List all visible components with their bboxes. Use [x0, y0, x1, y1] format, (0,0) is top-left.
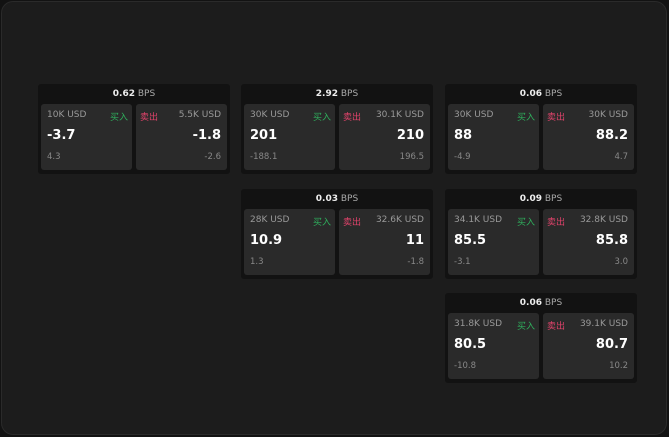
spread-unit: BPS — [340, 194, 359, 204]
bid-price: 80.5 — [454, 337, 487, 352]
sell-label: 卖出 — [547, 113, 566, 123]
bid-change: 4.3 — [47, 152, 61, 162]
quote-card: 0.06 BPS 31.8K USD 买入 80.5 -10.8 39.1K U… — [445, 293, 637, 383]
bid-change: -188.1 — [250, 152, 278, 162]
spread-value: 0.06 — [519, 298, 542, 308]
ask-change: 10.2 — [609, 361, 628, 371]
spread-header: 0.09 BPS — [445, 189, 637, 209]
ask-change: -1.8 — [407, 257, 424, 267]
ask-price: 85.8 — [595, 233, 628, 248]
ask-amount: 30K USD — [588, 110, 628, 120]
sell-label: 卖出 — [547, 322, 566, 332]
ask-change: 3.0 — [614, 257, 628, 267]
spread-value: 2.92 — [315, 89, 338, 99]
ask-change: -2.6 — [204, 152, 221, 162]
spread-value: 0.03 — [315, 194, 338, 204]
sell-label: 卖出 — [343, 113, 362, 123]
buy-label: 买入 — [516, 113, 535, 123]
bid-price: 201 — [250, 128, 278, 143]
ask-amount: 32.6K USD — [375, 215, 424, 225]
bid-amount: 28K USD — [250, 215, 290, 225]
ask-quote-button[interactable]: 32.6K USD 卖出 11 -1.8 — [339, 209, 430, 275]
spread-value: 0.09 — [519, 194, 542, 204]
bid-quote-button[interactable]: 10K USD 买入 -3.7 4.3 — [41, 104, 132, 170]
spread-value: 0.06 — [519, 89, 542, 99]
spread-header: 0.06 BPS — [445, 293, 637, 313]
ask-amount: 32.8K USD — [579, 215, 628, 225]
spread-header: 0.06 BPS — [445, 84, 637, 104]
spread-unit: BPS — [544, 89, 563, 99]
ask-quote-button[interactable]: 30K USD 卖出 88.2 4.7 — [543, 104, 634, 170]
sell-label: 卖出 — [140, 113, 159, 123]
spread-unit: BPS — [544, 298, 563, 308]
quote-card: 0.09 BPS 34.1K USD 买入 85.5 -3.1 32.8K US… — [445, 189, 637, 279]
buy-label: 买入 — [516, 218, 535, 228]
buy-label: 买入 — [516, 322, 535, 332]
buy-label: 买入 — [312, 113, 331, 123]
bid-amount: 30K USD — [250, 110, 290, 120]
bid-price: 10.9 — [250, 233, 283, 248]
spread-header: 0.03 BPS — [241, 189, 433, 209]
bid-quote-button[interactable]: 31.8K USD 买入 80.5 -10.8 — [448, 313, 539, 379]
bid-amount: 30K USD — [454, 110, 494, 120]
ask-quote-button[interactable]: 5.5K USD 卖出 -1.8 -2.6 — [136, 104, 227, 170]
spread-unit: BPS — [137, 89, 156, 99]
ask-quote-button[interactable]: 30.1K USD 卖出 210 196.5 — [339, 104, 430, 170]
ask-price: 88.2 — [595, 128, 628, 143]
bid-quote-button[interactable]: 30K USD 买入 201 -188.1 — [244, 104, 335, 170]
bid-amount: 31.8K USD — [454, 319, 503, 329]
spread-header: 2.92 BPS — [241, 84, 433, 104]
buy-label: 买入 — [312, 218, 331, 228]
ask-quote-button[interactable]: 32.8K USD 卖出 85.8 3.0 — [543, 209, 634, 275]
bid-change: -10.8 — [454, 361, 476, 371]
ask-price: -1.8 — [192, 128, 221, 143]
bid-quote-button[interactable]: 28K USD 买入 10.9 1.3 — [244, 209, 335, 275]
quote-card: 0.62 BPS 10K USD 买入 -3.7 4.3 5.5K USD 卖出… — [38, 84, 230, 174]
quote-card: 0.06 BPS 30K USD 买入 88 -4.9 30K USD 卖出 8… — [445, 84, 637, 174]
ask-price: 210 — [396, 128, 424, 143]
ask-change: 4.7 — [614, 152, 628, 162]
quote-card: 2.92 BPS 30K USD 买入 201 -188.1 30.1K USD… — [241, 84, 433, 174]
ask-price: 80.7 — [595, 337, 628, 352]
ask-price: 11 — [405, 233, 424, 248]
ask-amount: 30.1K USD — [375, 110, 424, 120]
bid-price: -3.7 — [47, 128, 76, 143]
ask-quote-button[interactable]: 39.1K USD 卖出 80.7 10.2 — [543, 313, 634, 379]
bid-price: 88 — [454, 128, 473, 143]
ask-amount: 5.5K USD — [178, 110, 221, 120]
spread-value: 0.62 — [112, 89, 135, 99]
ask-change: 196.5 — [399, 152, 424, 162]
ask-amount: 39.1K USD — [579, 319, 628, 329]
bid-change: -4.9 — [454, 152, 471, 162]
bid-change: -3.1 — [454, 257, 471, 267]
sell-label: 卖出 — [547, 218, 566, 228]
bid-amount: 10K USD — [47, 110, 87, 120]
quote-card: 0.03 BPS 28K USD 买入 10.9 1.3 32.6K USD 卖… — [241, 189, 433, 279]
spread-unit: BPS — [544, 194, 563, 204]
bid-quote-button[interactable]: 30K USD 买入 88 -4.9 — [448, 104, 539, 170]
bid-price: 85.5 — [454, 233, 487, 248]
sell-label: 卖出 — [343, 218, 362, 228]
buy-label: 买入 — [109, 113, 128, 123]
spread-header: 0.62 BPS — [38, 84, 230, 104]
spread-unit: BPS — [340, 89, 359, 99]
bid-change: 1.3 — [250, 257, 264, 267]
bid-quote-button[interactable]: 34.1K USD 买入 85.5 -3.1 — [448, 209, 539, 275]
bid-amount: 34.1K USD — [454, 215, 503, 225]
